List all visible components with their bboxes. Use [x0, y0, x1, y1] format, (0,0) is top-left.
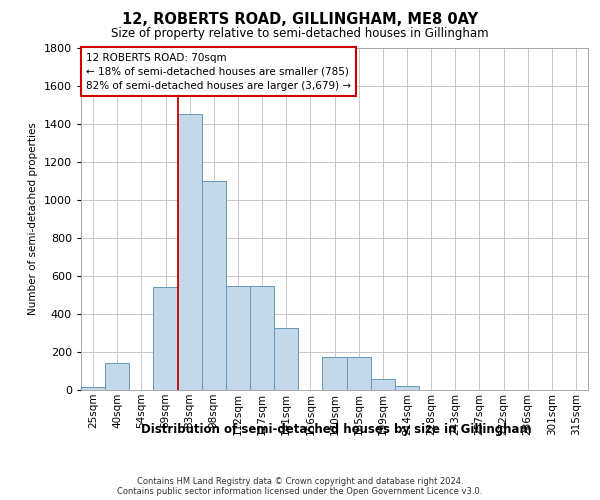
Text: Distribution of semi-detached houses by size in Gillingham: Distribution of semi-detached houses by …: [140, 422, 532, 436]
Y-axis label: Number of semi-detached properties: Number of semi-detached properties: [28, 122, 38, 315]
Bar: [154, 287, 178, 390]
Bar: [322, 356, 347, 390]
Bar: [347, 356, 371, 390]
Text: Size of property relative to semi-detached houses in Gillingham: Size of property relative to semi-detach…: [111, 28, 489, 40]
Text: Contains HM Land Registry data © Crown copyright and database right 2024.: Contains HM Land Registry data © Crown c…: [137, 477, 463, 486]
Bar: [250, 286, 274, 390]
Bar: [226, 286, 250, 390]
Text: 12, ROBERTS ROAD, GILLINGHAM, ME8 0AY: 12, ROBERTS ROAD, GILLINGHAM, ME8 0AY: [122, 12, 478, 28]
Bar: [395, 386, 419, 390]
Bar: [105, 364, 129, 390]
Bar: [274, 328, 298, 390]
Bar: [202, 180, 226, 390]
Bar: [178, 114, 202, 390]
Text: 12 ROBERTS ROAD: 70sqm
← 18% of semi-detached houses are smaller (785)
82% of se: 12 ROBERTS ROAD: 70sqm ← 18% of semi-det…: [86, 52, 351, 90]
Bar: [81, 387, 105, 390]
Text: Contains public sector information licensed under the Open Government Licence v3: Contains public sector information licen…: [118, 487, 482, 496]
Bar: [371, 378, 395, 390]
